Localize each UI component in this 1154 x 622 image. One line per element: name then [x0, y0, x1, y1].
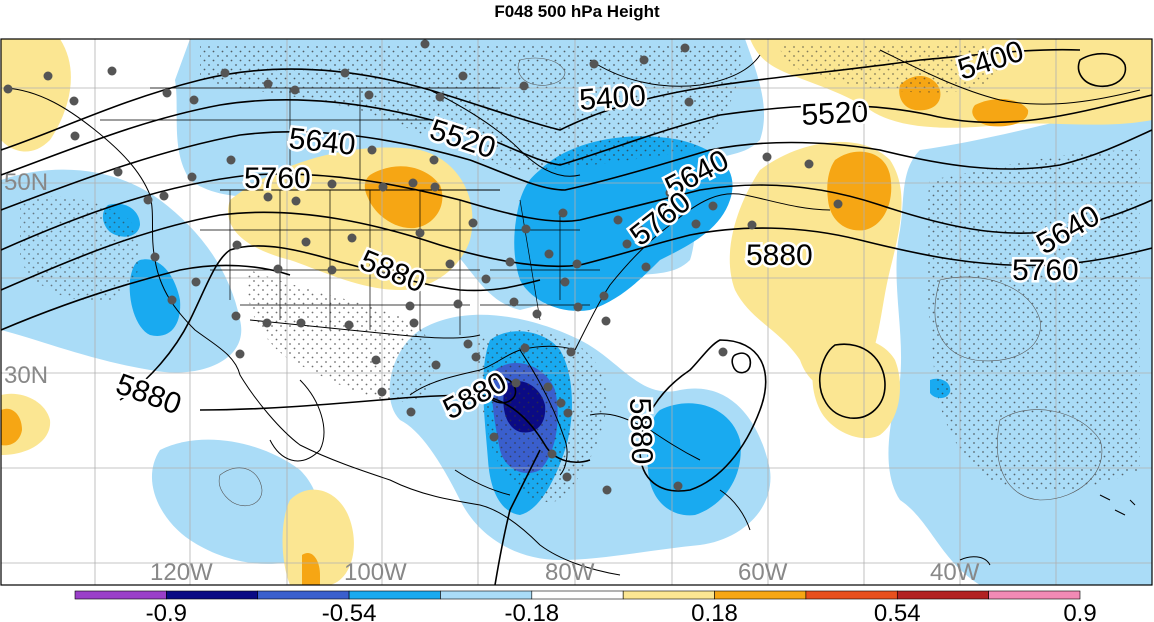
stipple-east	[925, 150, 1140, 491]
anomaly-yellow-alaska	[1, 39, 71, 152]
lon-label-120w: 120W	[150, 559, 213, 586]
colorbar-labels: -0.9 -0.54 -0.18 0.18 0.54 0.9	[146, 600, 1097, 622]
lat-label-50n: 50N	[4, 169, 48, 196]
colorbar-box	[348, 590, 441, 600]
anomaly-mid-blue-caribbean	[647, 403, 741, 516]
map-frame	[0, 38, 1153, 586]
colorbar-box	[74, 590, 167, 600]
colorbar-box	[988, 590, 1081, 600]
contour-label-5520-east: 5520	[798, 93, 871, 134]
svg-text:5880: 5880	[623, 397, 658, 465]
contour-label-5880-caribbean: 5880	[621, 395, 661, 468]
anomaly-yellow-tropics	[282, 489, 354, 585]
svg-text:5760: 5760	[244, 162, 311, 195]
colorbar-tick-label: -0.9	[146, 600, 187, 622]
colorbar-tick-label: -0.54	[322, 600, 377, 622]
anomaly-orange-tropics	[302, 552, 320, 585]
colorbar-box	[257, 590, 350, 600]
svg-text:5520: 5520	[426, 113, 500, 165]
contour-label-5760-west: 5760	[242, 160, 314, 198]
colorbar-box	[714, 590, 807, 600]
svg-text:5520: 5520	[801, 96, 869, 132]
anomaly-light-blue-gulf	[151, 439, 319, 564]
anomaly-orange-greenland-east	[972, 98, 1029, 127]
colorbar-boxes	[74, 590, 1081, 600]
svg-text:5400: 5400	[578, 79, 647, 117]
graticule	[1, 39, 1152, 585]
map-title: F048 500 hPa Height	[494, 2, 660, 21]
stipple-central	[247, 270, 434, 402]
anomaly-yellow-subtropic	[812, 337, 900, 439]
lon-label-100w: 100W	[344, 559, 407, 586]
contour-label-5760-far-east: 5760	[1010, 252, 1082, 290]
colorbar-tick-label: 0.54	[874, 600, 921, 622]
lon-label-60w: 60W	[738, 559, 788, 586]
colorbar-box	[440, 590, 533, 600]
contour-label-5640-west: 5640	[285, 120, 360, 165]
axis-labels: 50N 30N 120W 100W 80W 60W 40W	[4, 169, 980, 586]
anomaly-orange-plains	[364, 166, 443, 229]
anomaly-orange-atlantic	[827, 151, 892, 231]
svg-text:5640: 5640	[287, 122, 357, 162]
contour-label-5400-north: 5400	[576, 77, 650, 120]
lon-label-40w: 40W	[930, 559, 980, 586]
lon-label-80w: 80W	[545, 559, 595, 586]
stipple-west	[20, 196, 141, 301]
colorbar-tick-label: -0.18	[504, 600, 559, 622]
contour-label-5520-north: 5520	[423, 111, 502, 168]
colorbar-box	[166, 590, 259, 600]
colorbar-box	[896, 590, 989, 600]
colorbar-box	[622, 590, 715, 600]
anomaly-outlines	[218, 57, 1103, 506]
colorbar-box	[531, 590, 624, 600]
colorbar-tick-label: 0.9	[1063, 600, 1096, 622]
stipple-north	[200, 45, 741, 170]
anomaly-mid-blue-west	[129, 259, 181, 336]
anomaly-mid-blue-northeast	[514, 136, 733, 311]
svg-text:5880: 5880	[746, 239, 813, 272]
coastlines	[4, 49, 1141, 576]
colorbar-tick-label: 0.18	[691, 600, 738, 622]
colorbar-box	[805, 590, 898, 600]
anomaly-orange-pacific	[1, 408, 22, 446]
contour-label-5880-atlantic: 5880	[744, 237, 816, 275]
svg-text:5760: 5760	[1012, 254, 1079, 287]
lat-label-30n: 30N	[4, 362, 48, 389]
station-markers	[3, 39, 843, 495]
height-contours	[1, 48, 1152, 585]
political-boundaries	[100, 87, 600, 335]
